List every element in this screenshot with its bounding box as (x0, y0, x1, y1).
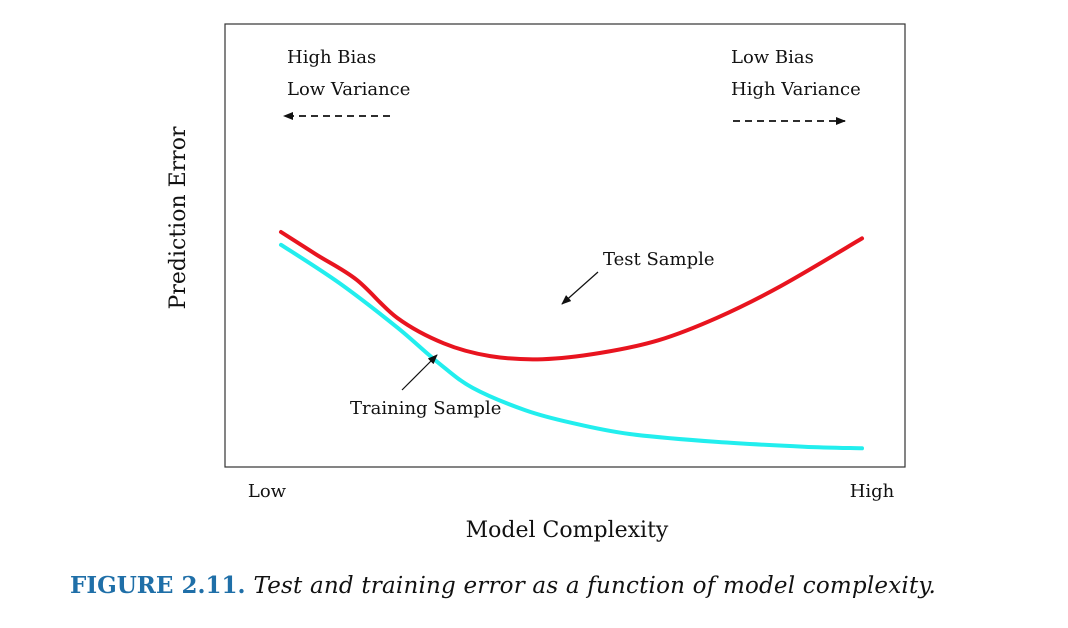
training-sample-label: Training Sample (350, 398, 501, 419)
annotation-high-variance: High Variance (731, 79, 861, 100)
annotation-low-bias: Low Bias (731, 47, 814, 68)
x-axis-label: Model Complexity (466, 518, 669, 543)
test-sample-curve (279, 230, 864, 362)
figure-caption: FIGURE 2.11. Test and training error as a… (70, 572, 1060, 599)
x-tick-label-high: High (850, 481, 895, 502)
training-sample-pointer (401, 354, 438, 391)
annotation-low-variance: Low Variance (287, 79, 410, 100)
test-sample-pointer (561, 271, 599, 305)
annotation-high-bias: High Bias (287, 47, 376, 68)
caption-text: Test and training error as a function of… (253, 573, 937, 599)
caption-label: FIGURE 2.11. (70, 572, 246, 599)
series-layer (279, 230, 864, 451)
plot-frame (224, 23, 906, 468)
x-tick-label-low: Low (248, 481, 287, 502)
training-sample-curve (279, 242, 864, 451)
test-sample-label: Test Sample (603, 249, 715, 270)
y-axis-label: Prediction Error (166, 126, 191, 309)
